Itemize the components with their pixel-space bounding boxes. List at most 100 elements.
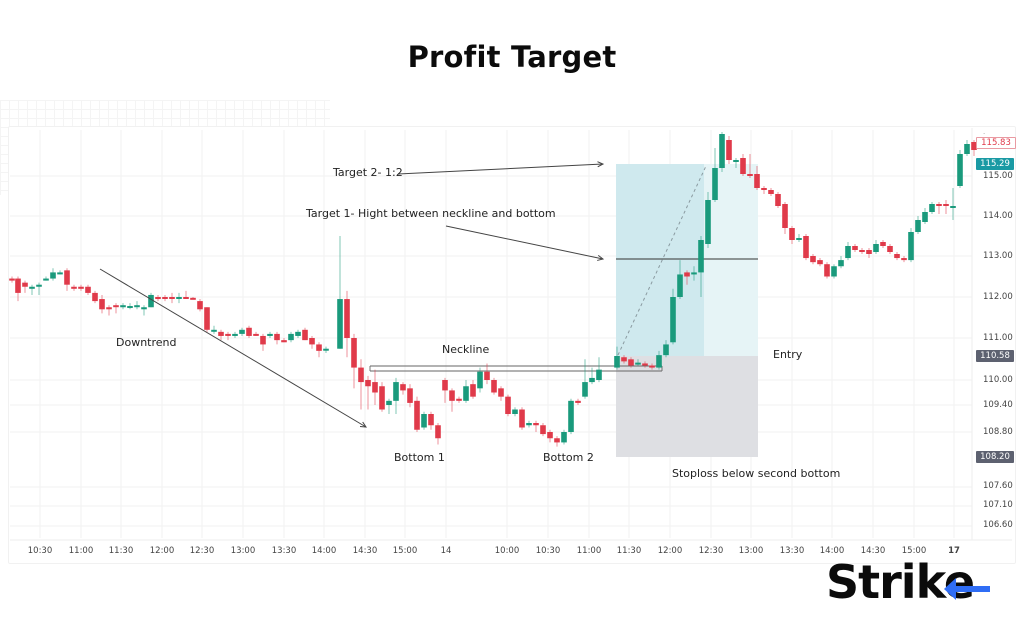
candle-down — [740, 158, 746, 174]
candle-up — [421, 414, 427, 428]
candle-up — [596, 369, 602, 380]
candle-down — [887, 246, 893, 252]
candle-down — [316, 344, 322, 351]
price-badge-current: 115.29 — [976, 158, 1014, 170]
candle-down — [628, 359, 634, 366]
time-label: 10:00 — [494, 546, 520, 556]
target1-label: Target 1- Hight between neckline and bot… — [306, 207, 556, 220]
candle-down — [113, 305, 119, 308]
page-title: Profit Target — [407, 40, 617, 74]
candle-up — [239, 329, 245, 334]
candle-up — [705, 200, 711, 244]
candle-down — [190, 297, 196, 300]
stoploss-label: Stoploss below second bottom — [672, 467, 841, 480]
candle-down — [649, 365, 655, 368]
candle-down — [547, 432, 553, 439]
time-label: 13:30 — [271, 546, 297, 556]
candle-up — [211, 329, 217, 332]
candle-up — [561, 432, 567, 443]
candle-down — [358, 367, 364, 383]
time-label: 11:00 — [68, 546, 94, 556]
candle-down — [85, 286, 91, 293]
candle-up — [582, 382, 588, 397]
price-label: 109.40 — [983, 400, 1013, 410]
price-label: 112.00 — [983, 292, 1013, 302]
candle-up — [36, 284, 42, 287]
candle-down — [761, 188, 767, 190]
candle-up — [663, 344, 669, 356]
time-label: 11:00 — [576, 546, 602, 556]
candle-down — [859, 250, 865, 252]
candle-down — [491, 380, 497, 393]
target2-label: Target 2- 1:2 — [333, 166, 403, 179]
candle-up — [337, 299, 343, 349]
time-label: 14 — [440, 546, 452, 556]
price-badge-last-high: 115.83 — [976, 137, 1016, 149]
candle-up — [614, 356, 620, 368]
candle-up — [323, 348, 329, 351]
price-label: 107.60 — [983, 481, 1013, 491]
candle-down — [379, 386, 385, 410]
candle-down — [302, 329, 308, 341]
candle-down — [9, 278, 15, 281]
candle-down — [162, 297, 168, 299]
candle-down — [218, 331, 224, 336]
projection-dashed-line — [617, 165, 707, 356]
target2-arrow-head — [597, 161, 605, 168]
candle-down — [484, 371, 490, 380]
candle-up — [512, 409, 518, 414]
candle-down — [414, 400, 420, 430]
candle-up — [120, 305, 126, 308]
candle-down — [260, 335, 266, 345]
candle-down — [204, 307, 210, 330]
target1-arrow-head — [597, 254, 605, 261]
candle-down — [901, 258, 907, 261]
time-label: 12:00 — [149, 546, 175, 556]
candle-down — [64, 270, 70, 285]
time-label: 14:00 — [311, 546, 337, 556]
time-label: 14:00 — [819, 546, 845, 556]
candle-up — [873, 244, 879, 252]
candle-down — [435, 425, 441, 439]
time-label: 17 — [948, 546, 960, 556]
candle-down — [817, 260, 823, 265]
price-label: 106.60 — [983, 520, 1013, 530]
candle-down — [936, 204, 942, 206]
candle-up — [267, 333, 273, 336]
stoploss-zone — [616, 356, 758, 457]
candle-down — [789, 228, 795, 240]
time-label: 10:30 — [535, 546, 561, 556]
candle-down — [92, 292, 98, 302]
chart-panel — [8, 126, 1016, 564]
candle-down — [768, 190, 774, 194]
price-label: 113.00 — [983, 251, 1013, 261]
candle-down — [71, 286, 77, 289]
candle-down — [782, 204, 788, 228]
candle-down — [442, 380, 448, 391]
target-zone-filled — [616, 164, 704, 356]
neckline-label: Neckline — [442, 343, 490, 356]
candle-up — [176, 297, 182, 299]
candle-down — [400, 384, 406, 391]
time-label: 13:00 — [230, 546, 256, 556]
logo-arrow-bar — [950, 586, 990, 592]
candle-up — [915, 220, 921, 232]
candle-up — [908, 232, 914, 261]
entry-label: Entry — [773, 348, 803, 361]
candle-up — [589, 377, 595, 383]
downtrend-label: Downtrend — [116, 336, 177, 349]
candle-up — [950, 206, 956, 208]
candle-up — [796, 238, 802, 240]
candle-down — [197, 301, 203, 310]
candle-down — [971, 142, 977, 150]
candle-up — [232, 333, 238, 336]
candle-up — [29, 286, 35, 289]
candle-up — [635, 362, 641, 365]
candle-down — [309, 338, 315, 345]
time-label: 14:30 — [352, 546, 378, 556]
candle-down — [505, 396, 511, 414]
candle-down — [155, 297, 161, 300]
candle-down — [246, 327, 252, 336]
candle-down — [281, 340, 287, 343]
price-label: 115.00 — [983, 171, 1013, 181]
